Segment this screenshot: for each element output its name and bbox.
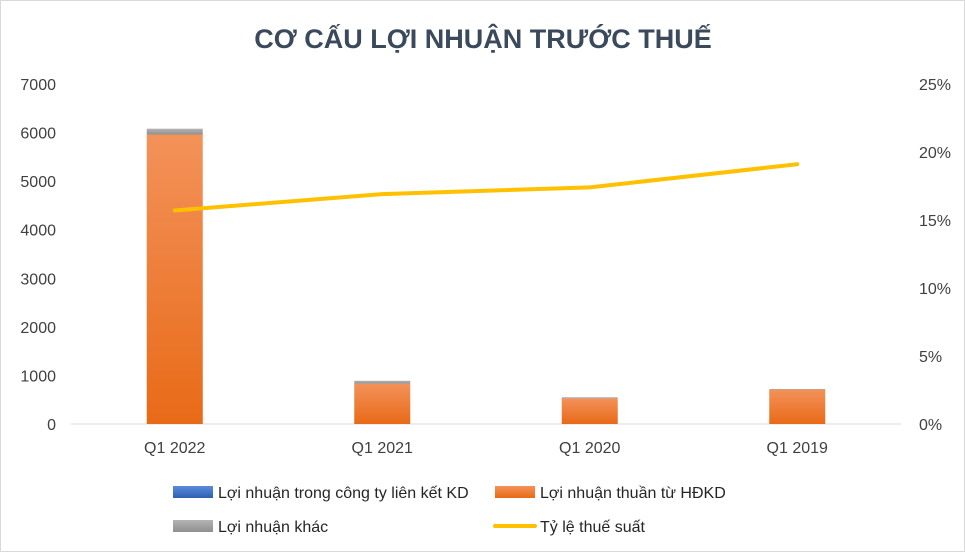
bar bbox=[769, 390, 825, 424]
bar bbox=[354, 384, 410, 424]
y2-tick-label: 20% bbox=[919, 145, 951, 162]
y2-tick-label: 0% bbox=[919, 417, 942, 434]
legend-label: Tỷ lệ thuế suất bbox=[540, 519, 646, 536]
legend-label: Lợi nhuận thuần từ HĐKD bbox=[540, 485, 726, 502]
y-tick-label: 6000 bbox=[20, 126, 56, 143]
y-tick-label: 0 bbox=[47, 417, 56, 434]
x-axis: Q1 2022 Q1 2021 Q1 2020 Q1 2019 bbox=[144, 440, 828, 457]
bar bbox=[354, 381, 410, 384]
y2-axis: 0% 5% 10% 15% 20% 25% bbox=[919, 77, 951, 434]
y-axis: 0 1000 2000 3000 4000 5000 6000 7000 bbox=[20, 77, 56, 434]
x-tick-label: Q1 2020 bbox=[559, 440, 620, 457]
legend-swatch bbox=[173, 486, 213, 498]
line-series bbox=[175, 164, 798, 210]
chart-title: CƠ CẤU LỢI NHUẬN TRƯỚC THUẾ bbox=[254, 23, 711, 54]
legend-label: Lợi nhuận trong công ty liên kết KD bbox=[218, 485, 469, 502]
x-tick-label: Q1 2019 bbox=[767, 440, 828, 457]
y-tick-label: 3000 bbox=[20, 271, 56, 288]
bar bbox=[562, 398, 618, 424]
x-tick-label: Q1 2022 bbox=[144, 440, 205, 457]
bar bbox=[562, 397, 618, 398]
bar bbox=[147, 135, 203, 424]
y-tick-label: 5000 bbox=[20, 174, 56, 191]
legend-swatch bbox=[495, 486, 535, 498]
y-tick-label: 2000 bbox=[20, 320, 56, 337]
y-tick-label: 7000 bbox=[20, 77, 56, 94]
y2-tick-label: 25% bbox=[919, 77, 951, 94]
legend-swatch bbox=[173, 520, 213, 532]
y2-tick-label: 15% bbox=[919, 213, 951, 230]
y2-tick-label: 5% bbox=[919, 349, 942, 366]
x-tick-label: Q1 2021 bbox=[352, 440, 413, 457]
tax-rate-line bbox=[175, 164, 798, 210]
legend: Lợi nhuận trong công ty liên kết KD Lợi n… bbox=[173, 485, 726, 536]
y2-tick-label: 10% bbox=[919, 281, 951, 298]
y-tick-label: 4000 bbox=[20, 223, 56, 240]
bar bbox=[147, 129, 203, 135]
y-tick-label: 1000 bbox=[20, 368, 56, 385]
legend-label: Lợi nhuận khác bbox=[218, 519, 328, 536]
